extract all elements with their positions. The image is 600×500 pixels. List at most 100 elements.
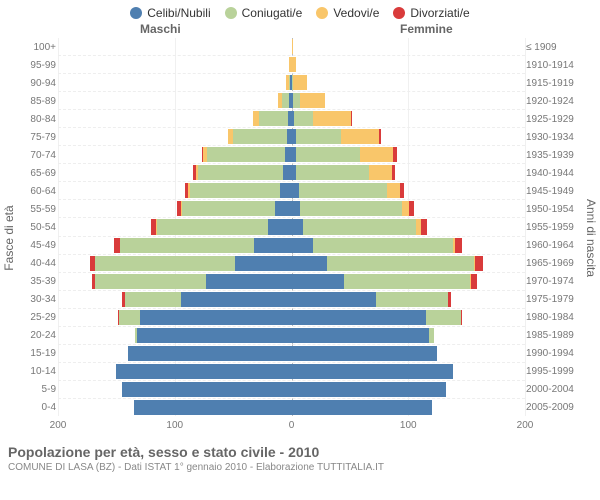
age-label: 55-59 (20, 200, 56, 218)
pyramid-row (58, 38, 525, 55)
bar-segment (292, 382, 446, 397)
legend-item: Vedovi/e (316, 6, 379, 20)
bar-segment (313, 238, 453, 253)
bar-segment (95, 274, 206, 289)
legend-item: Divorziati/e (393, 6, 469, 20)
bar-segment (387, 183, 400, 198)
legend-label: Celibi/Nubili (147, 6, 210, 20)
age-label: 20-24 (20, 326, 56, 344)
birth-label: ≤ 1909 (526, 38, 582, 56)
age-label: 75-79 (20, 128, 56, 146)
bar-segment (292, 39, 293, 54)
female-bar (292, 382, 526, 397)
birth-label: 2000-2004 (526, 380, 582, 398)
bar-segment (292, 274, 345, 289)
bar-segment (283, 165, 291, 180)
legend: Celibi/NubiliConiugati/eVedovi/eDivorzia… (0, 0, 600, 22)
female-bar (292, 129, 526, 144)
birth-label: 1990-1994 (526, 344, 582, 362)
bar-segment (351, 111, 352, 126)
female-bar (292, 57, 526, 72)
bar-segment (341, 129, 380, 144)
bar-segment (402, 201, 409, 216)
bar-segment (429, 328, 434, 343)
male-bar (58, 147, 292, 162)
female-bar (292, 75, 526, 90)
bar-segment (292, 400, 432, 415)
bar-segment (95, 256, 235, 271)
birth-label: 1930-1934 (526, 128, 582, 146)
header-male: Maschi (140, 22, 181, 36)
male-bar (58, 129, 292, 144)
male-bar (58, 292, 292, 307)
bar-segment (259, 111, 288, 126)
bar-segment (376, 292, 448, 307)
pyramid-row (58, 55, 525, 73)
pyramid-row (58, 398, 525, 416)
age-label: 30-34 (20, 290, 56, 308)
bar-segment (120, 238, 254, 253)
bar-segment (292, 292, 376, 307)
legend-item: Celibi/Nubili (130, 6, 210, 20)
pyramid-row (58, 362, 525, 380)
bar-segment (400, 183, 404, 198)
bar-segment (327, 256, 474, 271)
pyramid-row (58, 163, 525, 181)
bar-segment (299, 183, 388, 198)
bar-segment (233, 129, 287, 144)
male-bar (58, 39, 292, 54)
female-bar (292, 256, 526, 271)
bar-segment (379, 129, 381, 144)
age-label: 90-94 (20, 74, 56, 92)
male-bar (58, 346, 292, 361)
y-labels-birth: ≤ 19091910-19141915-19191920-19241925-19… (526, 38, 582, 416)
female-bar (292, 292, 526, 307)
male-bar (58, 328, 292, 343)
birth-label: 1965-1969 (526, 254, 582, 272)
bar-segment (455, 238, 462, 253)
x-tick: 100 (166, 420, 183, 431)
bar-segment (285, 147, 292, 162)
x-tick: 200 (517, 420, 534, 431)
birth-label: 1960-1964 (526, 236, 582, 254)
pyramid-row (58, 380, 525, 398)
female-bar (292, 219, 526, 234)
bar-segment (296, 147, 360, 162)
bar-segment (292, 183, 299, 198)
age-label: 45-49 (20, 236, 56, 254)
female-bar (292, 39, 526, 54)
bar-segment (369, 165, 392, 180)
birth-label: 1985-1989 (526, 326, 582, 344)
bar-segment (292, 219, 304, 234)
pyramid-row (58, 109, 525, 127)
population-pyramid: Fasce di età Anni di nascita 100+95-9990… (0, 38, 600, 438)
male-bar (58, 400, 292, 415)
age-label: 15-19 (20, 344, 56, 362)
plot-area (58, 38, 525, 416)
female-bar (292, 93, 526, 108)
female-bar (292, 201, 526, 216)
bar-segment (190, 183, 280, 198)
birth-label: 1945-1949 (526, 182, 582, 200)
bar-segment (207, 147, 284, 162)
female-bar (292, 183, 526, 198)
bar-segment (300, 93, 326, 108)
male-bar (58, 310, 292, 325)
y-axis-left-title: Fasce di età (2, 205, 16, 270)
birth-label: 1925-1929 (526, 110, 582, 128)
bar-segment (296, 129, 340, 144)
bar-segment (296, 165, 368, 180)
chart-footer: Popolazione per età, sesso e stato civil… (0, 438, 600, 473)
age-label: 25-29 (20, 308, 56, 326)
bar-segment (280, 183, 292, 198)
male-bar (58, 256, 292, 271)
bar-segment (292, 238, 313, 253)
age-label: 35-39 (20, 272, 56, 290)
male-bar (58, 111, 292, 126)
male-bar (58, 201, 292, 216)
pyramid-row (58, 217, 525, 235)
bar-segment (471, 274, 477, 289)
bar-segment (119, 310, 140, 325)
female-bar (292, 111, 526, 126)
bar-segment (140, 310, 292, 325)
